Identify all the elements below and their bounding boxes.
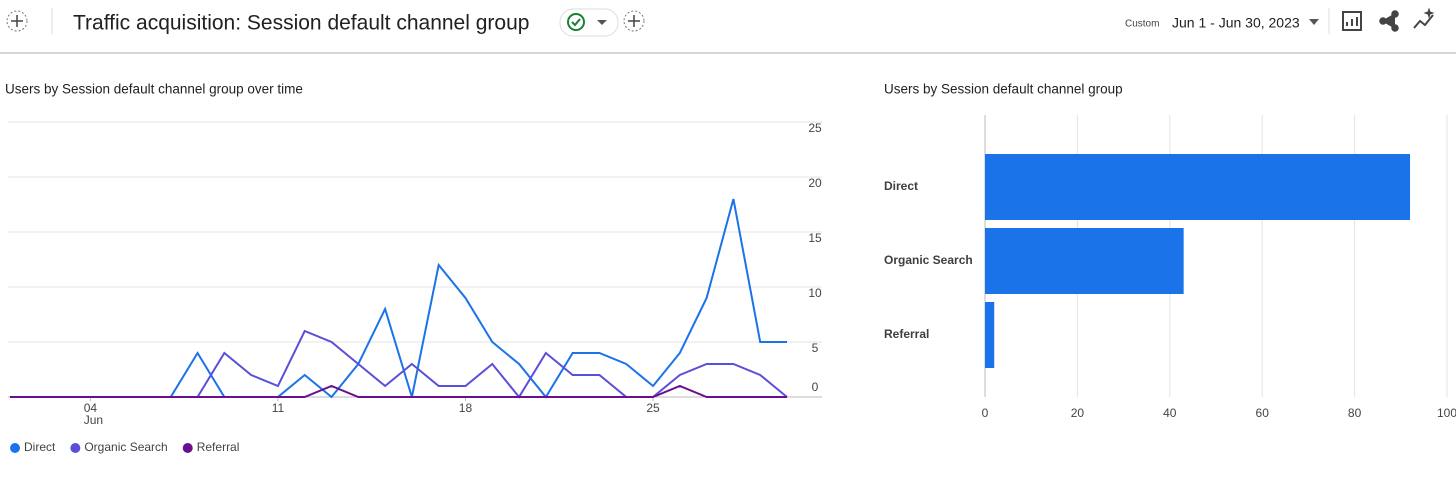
x-tick-label: 80	[1348, 406, 1362, 420]
legend-label: Direct	[24, 440, 56, 454]
series-line	[10, 198, 787, 399]
legend-label: Referral	[197, 440, 240, 454]
header-bar	[0, 0, 1456, 52]
category-label: Direct	[884, 179, 918, 193]
x-tick-label: 11	[272, 401, 285, 415]
x-tick-label: 100	[1437, 406, 1456, 420]
add-button[interactable]	[623, 10, 645, 32]
date-range[interactable]: Jun 1 - Jun 30, 2023	[1172, 15, 1300, 31]
legend-marker	[182, 443, 193, 453]
x-month-label: Jun	[84, 413, 103, 427]
x-tick-label: 0	[982, 406, 989, 420]
y-tick-label: 15	[808, 231, 822, 245]
legend-marker	[70, 443, 81, 453]
bar	[985, 154, 1411, 220]
page-title: Traffic acquisition: Session default cha…	[73, 12, 529, 35]
series-line	[10, 384, 787, 398]
x-tick-label: 25	[646, 401, 660, 415]
customize-report-button[interactable]	[1342, 11, 1362, 31]
category-label: Referral	[884, 327, 929, 341]
y-tick-label: 0	[812, 380, 819, 394]
share-button[interactable]	[1379, 10, 1399, 32]
status-dropdown[interactable]	[559, 8, 619, 37]
bar	[985, 228, 1184, 294]
date-range-label: Custom	[1125, 19, 1159, 30]
insights-button[interactable]	[1413, 7, 1435, 29]
x-tick-label: 18	[459, 401, 473, 415]
date-dropdown-arrow[interactable]	[1309, 19, 1319, 25]
bar	[985, 302, 995, 368]
y-tick-label: 20	[808, 176, 822, 190]
y-tick-label: 10	[808, 286, 822, 300]
x-tick-label: 04	[84, 401, 98, 415]
add-comparison-button[interactable]	[6, 10, 28, 32]
legend-marker	[10, 443, 20, 453]
category-label: Organic Search	[884, 253, 973, 267]
y-tick-label: 5	[812, 341, 819, 355]
x-tick-label: 20	[1071, 406, 1085, 420]
chart-title: Users by Session default channel group o…	[5, 82, 303, 97]
chart-title: Users by Session default channel group	[884, 82, 1123, 97]
legend-label: Organic Search	[84, 440, 167, 454]
y-tick-label: 25	[808, 121, 822, 135]
x-tick-label: 40	[1163, 406, 1177, 420]
x-tick-label: 60	[1256, 406, 1270, 420]
